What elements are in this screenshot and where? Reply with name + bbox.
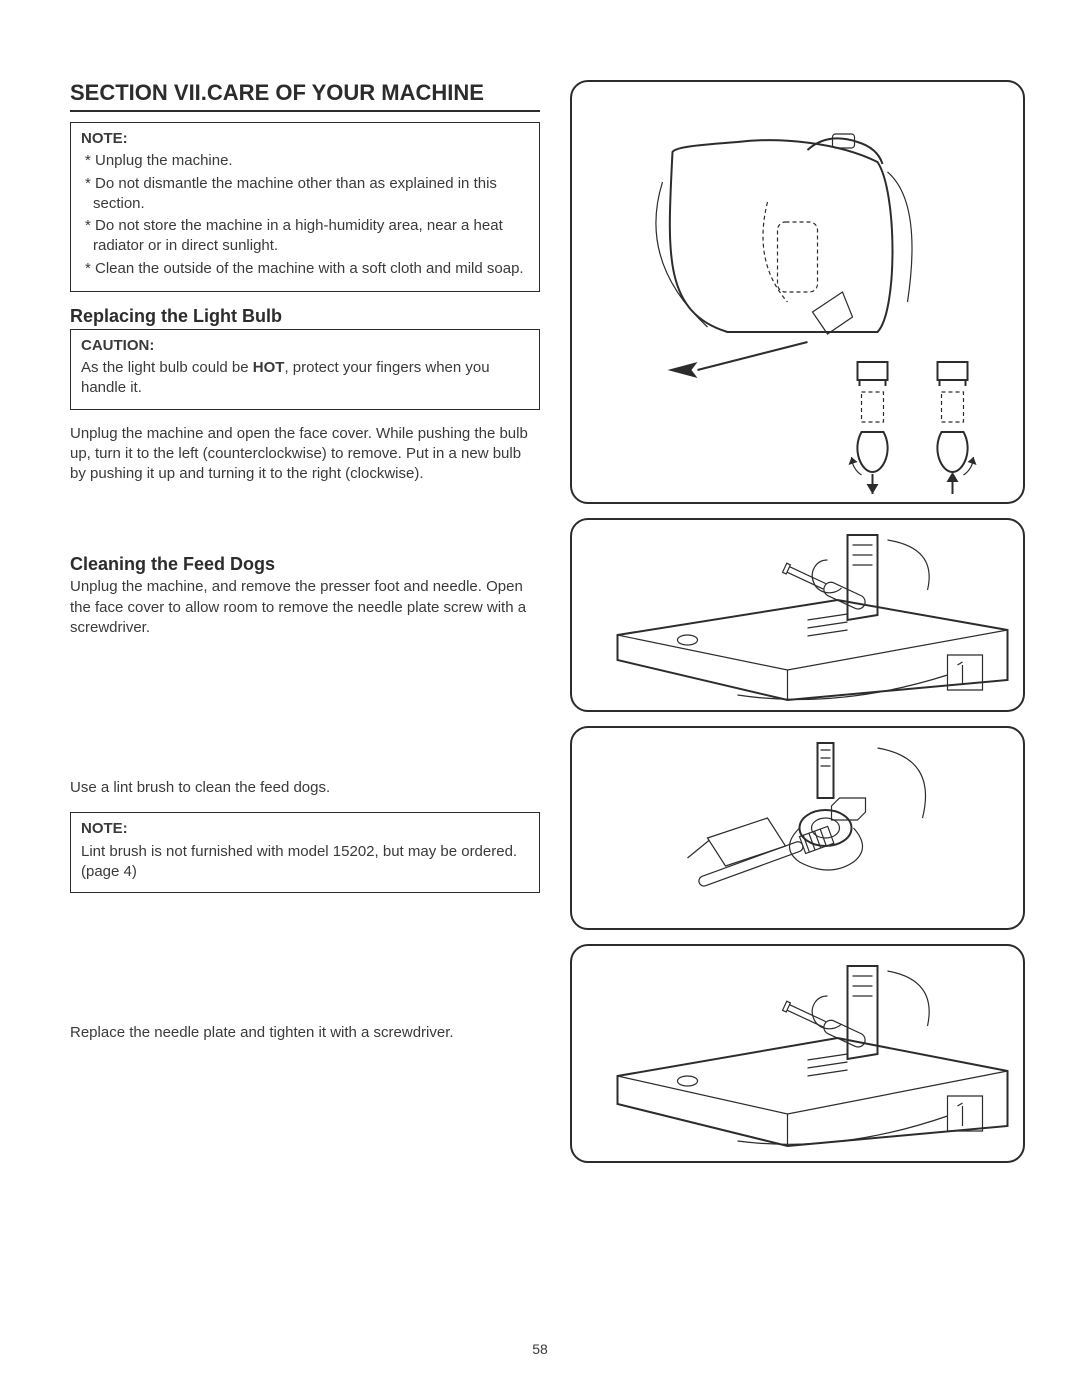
replacing-body: Unplug the machine and open the face cov…: [70, 424, 540, 485]
note2-body: Lint brush is not furnished with model 1…: [81, 843, 517, 880]
fig-bulb-replacement: [570, 80, 1025, 504]
title-rule: [70, 110, 540, 112]
manual-page: SECTION VII.CARE OF YOUR MACHINE NOTE: *…: [0, 0, 1080, 1375]
caution-heading: CAUTION:: [81, 336, 529, 356]
fig-replace-needle-plate: [570, 944, 1025, 1163]
caution-body: As the light bulb could be HOT, protect …: [81, 359, 490, 396]
fig-remove-needle-plate: [570, 518, 1025, 712]
note-box: NOTE: * Unplug the machine. * Do not dis…: [70, 122, 540, 292]
note-item: * Do not dismantle the machine other tha…: [81, 174, 529, 215]
left-column: SECTION VII.CARE OF YOUR MACHINE NOTE: *…: [70, 80, 540, 1163]
cleaning-heading: Cleaning the Feed Dogs: [70, 554, 540, 575]
right-column: [570, 80, 1025, 1163]
replacing-heading: Replacing the Light Bulb: [70, 306, 540, 327]
note-item: * Do not store the machine in a high-hum…: [81, 216, 529, 257]
caution-box: CAUTION: As the light bulb could be HOT,…: [70, 330, 540, 410]
note2-heading: NOTE:: [81, 819, 529, 839]
note-heading: NOTE:: [81, 129, 529, 149]
note-item: * Clean the outside of the machine with …: [81, 259, 529, 279]
section-title: SECTION VII.CARE OF YOUR MACHINE: [70, 80, 540, 106]
note2-box: NOTE: Lint brush is not furnished with m…: [70, 812, 540, 893]
cleaning-body-3: Replace the needle plate and tighten it …: [70, 1023, 540, 1043]
note-item: * Unplug the machine.: [81, 151, 529, 171]
cleaning-body-2: Use a lint brush to clean the feed dogs.: [70, 778, 540, 798]
fig-brush-feed-dogs: [570, 726, 1025, 930]
cleaning-body-1: Unplug the machine, and remove the press…: [70, 577, 540, 638]
two-column-layout: SECTION VII.CARE OF YOUR MACHINE NOTE: *…: [70, 80, 1025, 1163]
page-number: 58: [0, 1341, 1080, 1357]
